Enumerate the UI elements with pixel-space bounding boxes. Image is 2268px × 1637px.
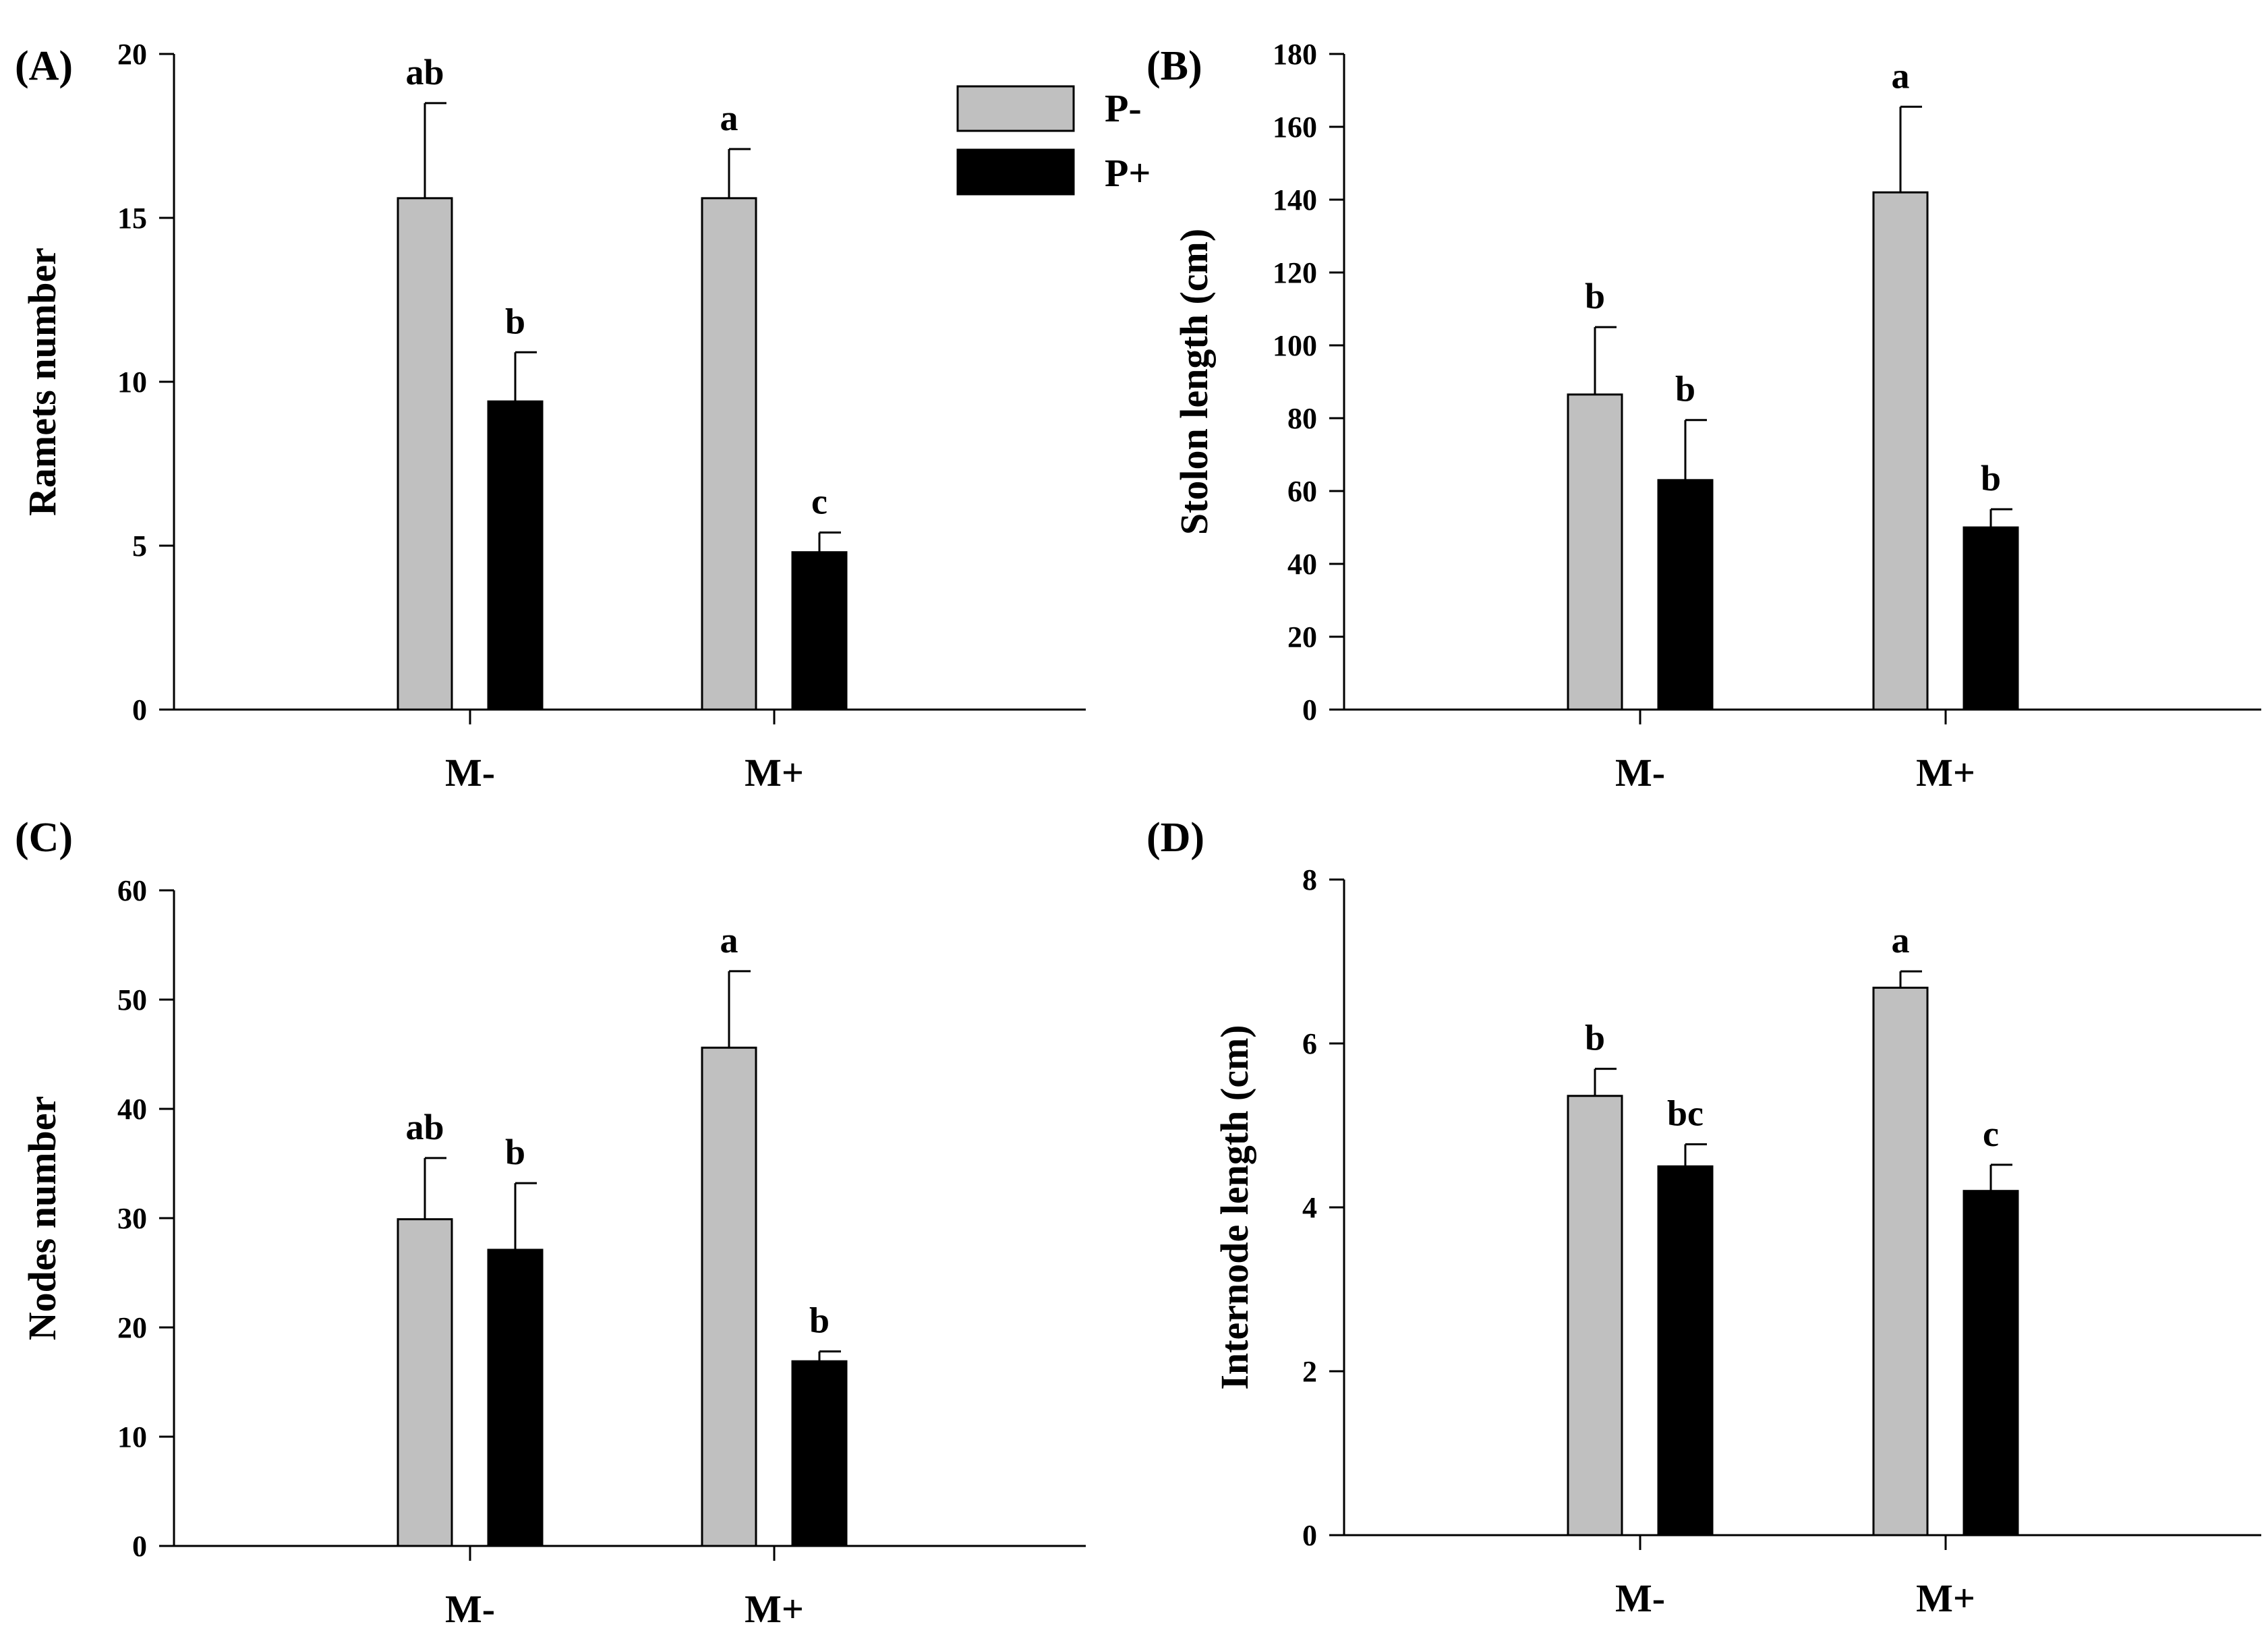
y-tick-label: 0 <box>1302 693 1317 726</box>
significance-label: ab <box>405 1107 444 1147</box>
y-axis-title: Internode length (cm) <box>1213 1025 1256 1389</box>
y-tick-label: 120 <box>1273 256 1317 289</box>
y-tick-label: 20 <box>117 38 147 71</box>
y-tick-label: 160 <box>1273 111 1317 144</box>
y-tick-label: 40 <box>1287 548 1317 581</box>
bar <box>791 551 848 711</box>
y-tick-label: 6 <box>1302 1027 1317 1060</box>
y-tick-label: 8 <box>1302 863 1317 896</box>
y-tick-label: 40 <box>117 1093 147 1126</box>
x-tick-label: M+ <box>745 1587 804 1631</box>
y-tick-label: 2 <box>1302 1355 1317 1388</box>
panel-d: (D) Internode length (cm) b bc M-a c M+ 0 2 4 6 8 <box>1146 815 2261 1620</box>
y-tick-label: 0 <box>132 693 147 726</box>
significance-label: c <box>811 482 827 522</box>
y-tick-label: 20 <box>117 1311 147 1344</box>
panel-b: (B) Stolon length (cm) b b M-a b M+ 0 20 40 60 80 10… <box>1146 38 2261 795</box>
significance-label: b <box>1585 1018 1605 1058</box>
bar <box>397 197 453 711</box>
x-tick-label: M+ <box>1916 751 1975 795</box>
y-tick-label: 60 <box>1287 475 1317 508</box>
y-tick-label: 5 <box>132 529 147 563</box>
y-axis-title: Stolon length (cm) <box>1172 229 1216 535</box>
x-tick-label: M+ <box>1916 1576 1975 1620</box>
significance-label: b <box>1675 369 1695 409</box>
bar <box>701 1046 757 1547</box>
y-tick-label: 180 <box>1273 38 1317 71</box>
significance-label: b <box>505 1132 525 1172</box>
significance-label: a <box>720 920 738 960</box>
panel-a: (A) Ramets number ab b M-a c M+ 0 5 10 15 20 <box>15 38 1086 795</box>
y-tick-label: 140 <box>1273 183 1317 217</box>
y-tick-label: 4 <box>1302 1191 1317 1224</box>
bar <box>701 197 757 711</box>
significance-label: bc <box>1667 1093 1704 1133</box>
y-tick-label: 60 <box>117 874 147 907</box>
y-tick-label: 0 <box>1302 1519 1317 1552</box>
y-tick-label: 10 <box>117 1420 147 1454</box>
x-tick-label: M+ <box>745 751 804 795</box>
x-tick-label: M- <box>1615 751 1665 795</box>
bar <box>791 1360 848 1547</box>
significance-label: a <box>1892 920 1910 960</box>
y-tick-label: 30 <box>117 1202 147 1235</box>
significance-label: b <box>809 1300 830 1341</box>
y-tick-label: 50 <box>117 983 147 1016</box>
bar <box>487 400 544 711</box>
bar <box>487 1248 544 1547</box>
y-tick-label: 100 <box>1273 329 1317 362</box>
bar <box>1872 191 1929 711</box>
bar <box>397 1218 453 1547</box>
panel-label: (A) <box>15 43 73 89</box>
y-tick-label: 80 <box>1287 402 1317 435</box>
y-tick-label: 20 <box>1287 621 1317 654</box>
significance-label: a <box>720 98 738 138</box>
legend-label-p-minus: P- <box>1105 86 1142 130</box>
panel-label: (B) <box>1146 43 1202 89</box>
legend-label-p-plus: P+ <box>1105 151 1151 195</box>
significance-label: b <box>1981 458 2001 498</box>
bar <box>1657 1165 1714 1537</box>
y-tick-label: 10 <box>117 366 147 399</box>
x-tick-label: M- <box>445 1587 495 1631</box>
bar <box>1567 1095 1623 1537</box>
panel-label: (D) <box>1146 815 1204 861</box>
y-tick-label: 15 <box>117 202 147 235</box>
y-tick-label: 0 <box>132 1530 147 1563</box>
y-axis-title: Nodes number <box>20 1096 64 1341</box>
legend-swatch-p-plus <box>956 148 1075 196</box>
significance-label: a <box>1892 55 1910 96</box>
bar <box>1962 526 2019 711</box>
bar <box>1657 479 1714 711</box>
y-axis-title: Ramets number <box>20 248 64 516</box>
bar <box>1872 986 1929 1537</box>
bar <box>1962 1190 2019 1537</box>
significance-label: ab <box>405 52 444 92</box>
significance-label: c <box>1983 1114 1999 1154</box>
significance-label: b <box>505 301 525 341</box>
significance-label: b <box>1585 276 1605 316</box>
x-tick-label: M- <box>1615 1576 1665 1620</box>
legend: P- P+ <box>956 85 1151 196</box>
x-tick-label: M- <box>445 751 495 795</box>
legend-swatch-p-minus <box>956 85 1075 132</box>
bar <box>1567 393 1623 711</box>
panel-label: (C) <box>15 815 73 861</box>
